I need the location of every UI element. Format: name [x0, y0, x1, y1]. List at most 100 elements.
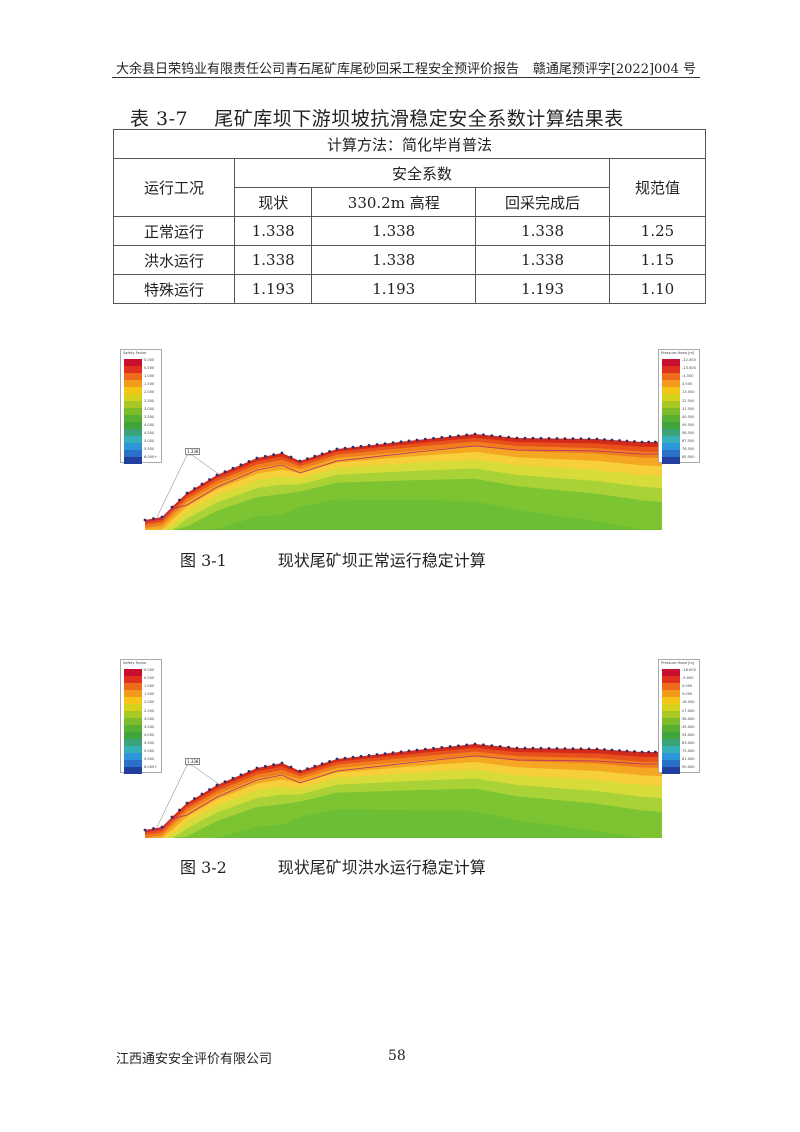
surface-node [263, 454, 267, 458]
header-safety: 安全系数 [234, 158, 610, 188]
legend-label: -13.500 [682, 366, 696, 371]
surface-node [539, 746, 543, 750]
safety-factor-table: 计算方法：简化毕肖普法 运行工况 安全系数 规范值 现状 330.2m 高程 回… [113, 129, 706, 304]
figure-3-1-slope-stability: 1.338 Safety Factor 0.000 0.500 1.000 1.500 2.… [117, 345, 700, 530]
surface-node [208, 788, 211, 791]
surface-node [633, 440, 636, 443]
legend-label: 2.500 [144, 398, 155, 403]
surface-node [448, 745, 452, 748]
surface-node [440, 436, 444, 439]
surface-node [399, 440, 403, 444]
surface-node [531, 436, 535, 440]
legend-title: Safety Factor [123, 661, 147, 665]
cell: 1.25 [609, 216, 706, 246]
surface-node [432, 746, 435, 750]
surface-node [160, 825, 164, 829]
legend-label: 0.500 [144, 366, 155, 371]
legend-label: 5.500 [144, 757, 155, 762]
surface-node [313, 764, 317, 768]
surface-node [415, 438, 419, 442]
surface-node [448, 435, 452, 438]
surface-node [335, 447, 339, 451]
cell: 1.193 [311, 274, 477, 304]
surface-node [359, 754, 363, 758]
surface-node [571, 437, 575, 441]
surface-node [367, 444, 371, 447]
surface-node [328, 450, 331, 453]
surface-node [223, 780, 227, 783]
subheader: 现状 [233, 187, 313, 217]
legend-label: 36.000 [682, 716, 695, 721]
surface-node [193, 797, 196, 800]
surface-node [289, 765, 293, 769]
surface-node [298, 769, 302, 773]
subheader: 330.2m 高程 [311, 187, 477, 217]
surface-node [255, 766, 259, 770]
legend-label: 22.500 [682, 398, 695, 403]
legend-label: 0.500 [144, 676, 155, 681]
surface-node [407, 439, 411, 443]
legend-label: 5.000 [144, 439, 155, 443]
surface-node [507, 745, 510, 749]
surface-node [640, 440, 644, 444]
legend-color-bar [662, 359, 680, 464]
phreatic-line [144, 445, 662, 523]
surface-node [603, 748, 606, 751]
surface-node [143, 518, 147, 522]
surface-node [298, 459, 302, 463]
surface-node [647, 440, 651, 444]
cell: 1.338 [233, 216, 313, 246]
legend-label: 85.500 [682, 455, 695, 460]
table-caption: 表 3-7 尾矿库坝下游坝坡抗滑稳定安全系数计算结果表 [130, 108, 624, 130]
surface-node [457, 434, 460, 438]
legend-color-bar [662, 669, 680, 774]
slip-leader-line [156, 764, 228, 828]
legend-label: 4.000 [144, 732, 155, 737]
surface-node [647, 750, 651, 754]
surface-node [375, 753, 379, 756]
slope-section-plot [143, 742, 662, 838]
legend-label: 0.000 [144, 668, 155, 672]
slip-leader-line [156, 454, 228, 518]
cell: 1.338 [233, 245, 313, 275]
surface-node [473, 432, 477, 436]
surface-node [335, 757, 339, 761]
surface-node [399, 750, 403, 754]
cell: 特殊运行 [113, 274, 235, 304]
legend-label: 31.500 [682, 406, 695, 411]
surface-node [473, 742, 477, 746]
surface-node [272, 763, 276, 767]
legend-label: 4.500 [682, 382, 693, 387]
surface-node [185, 491, 189, 495]
legend-label: 76.500 [682, 447, 695, 452]
surface-node [328, 760, 331, 763]
surface-node [375, 443, 379, 446]
surface-node [490, 744, 494, 747]
surface-node [223, 470, 227, 473]
surface-node [610, 748, 614, 752]
surface-node [280, 451, 284, 455]
surface-node [343, 446, 347, 450]
color-legend: Pressure Head [m] -18.000 -9.000 0.000 9.000… [658, 659, 700, 774]
legend-label: 1.500 [144, 692, 155, 697]
surface-node [320, 762, 324, 766]
surface-node [595, 747, 599, 751]
legend-label: 5.500 [144, 447, 155, 452]
cell: 1.338 [311, 245, 477, 275]
legend-label: 45.000 [682, 724, 695, 729]
subheader: 回采完成后 [475, 187, 610, 217]
surface-node [200, 792, 204, 796]
surface-node [215, 473, 219, 477]
surface-node [440, 746, 444, 749]
cell: 1.338 [475, 216, 610, 246]
slope-section-plot [143, 432, 662, 530]
surface-node [457, 744, 460, 748]
surface-node [603, 438, 606, 441]
surface-node [383, 442, 387, 445]
surface-node [587, 437, 591, 441]
legend-label: 13.500 [682, 390, 695, 395]
legend-label: 49.500 [682, 422, 695, 427]
surface-node [595, 437, 599, 441]
surface-node [515, 746, 519, 750]
cell: 1.193 [475, 274, 610, 304]
